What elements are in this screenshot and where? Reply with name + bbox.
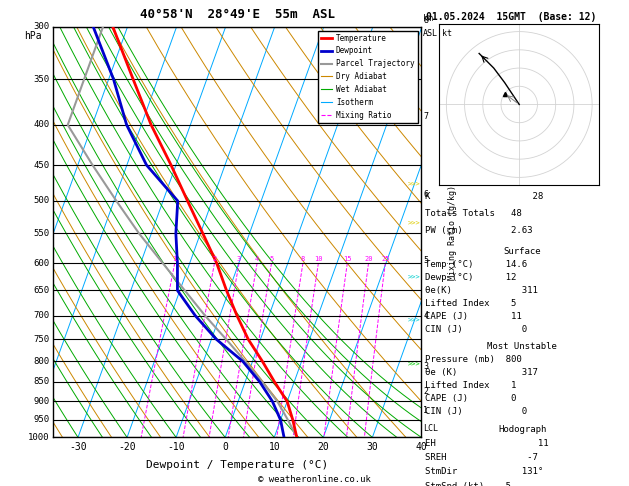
Text: CIN (J)           0: CIN (J) 0 [425,407,527,417]
Text: CIN (J)           0: CIN (J) 0 [425,325,527,334]
Text: >>>: >>> [408,362,420,367]
Text: θe(K)             311: θe(K) 311 [425,286,538,295]
Text: 20: 20 [364,256,373,262]
Text: 25: 25 [381,256,389,262]
Text: 6: 6 [423,190,428,199]
Text: 300: 300 [34,22,50,31]
Text: 1: 1 [172,256,177,262]
Text: StmDir            131°: StmDir 131° [425,468,543,476]
Text: 5: 5 [423,256,428,265]
Text: >>>: >>> [408,182,420,188]
Text: -30: -30 [69,442,87,452]
Text: 40°58'N  28°49'E  55m  ASL: 40°58'N 28°49'E 55m ASL [140,8,335,20]
Text: kt: kt [442,29,452,38]
Text: 1: 1 [423,406,428,416]
Text: 15: 15 [343,256,352,262]
Text: θe (K)            317: θe (K) 317 [425,368,538,377]
Text: Totals Totals   48: Totals Totals 48 [425,209,522,218]
Text: -20: -20 [118,442,136,452]
Text: 4: 4 [423,311,428,320]
Text: 500: 500 [34,196,50,206]
Text: -10: -10 [167,442,185,452]
Text: 8: 8 [301,256,305,262]
Text: 950: 950 [34,416,50,424]
Text: 01.05.2024  15GMT  (Base: 12): 01.05.2024 15GMT (Base: 12) [426,12,597,22]
Text: Dewpoint / Temperature (°C): Dewpoint / Temperature (°C) [147,460,328,470]
Text: LCL: LCL [423,424,438,433]
Text: 5: 5 [269,256,274,262]
Text: 2: 2 [423,387,428,397]
Text: 4: 4 [255,256,259,262]
Text: 800: 800 [34,357,50,366]
Text: 700: 700 [34,311,50,320]
Text: Lifted Index    5: Lifted Index 5 [425,299,516,308]
Text: 750: 750 [34,335,50,344]
Text: 0: 0 [222,442,228,452]
Text: Pressure (mb)  800: Pressure (mb) 800 [425,355,522,364]
Text: 350: 350 [34,75,50,84]
Text: 400: 400 [34,121,50,129]
Text: 10: 10 [314,256,323,262]
Text: 850: 850 [34,378,50,386]
Text: 10: 10 [269,442,280,452]
Text: >>>: >>> [408,318,420,324]
Text: 7: 7 [423,112,428,121]
Text: Most Unstable: Most Unstable [487,342,557,351]
Text: km: km [423,14,433,23]
Text: © weatheronline.co.uk: © weatheronline.co.uk [258,474,371,484]
Text: 8: 8 [423,17,428,25]
Text: Mixing Ratio (g/kg): Mixing Ratio (g/kg) [448,185,457,279]
Text: Temp (°C)      14.6: Temp (°C) 14.6 [425,260,527,269]
Text: Lifted Index    1: Lifted Index 1 [425,381,516,390]
Text: 20: 20 [318,442,329,452]
Text: 1000: 1000 [28,433,50,442]
Text: EH                   11: EH 11 [425,439,548,448]
Text: 450: 450 [34,160,50,170]
Text: CAPE (J)        11: CAPE (J) 11 [425,312,522,321]
Text: 900: 900 [34,397,50,406]
Text: >>>: >>> [408,221,420,226]
Text: K                   28: K 28 [425,192,543,201]
Text: StmSpd (kt)    5: StmSpd (kt) 5 [425,482,511,486]
Text: 550: 550 [34,229,50,238]
Text: PW (cm)         2.63: PW (cm) 2.63 [425,226,533,235]
Legend: Temperature, Dewpoint, Parcel Trajectory, Dry Adiabat, Wet Adiabat, Isotherm, Mi: Temperature, Dewpoint, Parcel Trajectory… [318,31,418,122]
Text: Hodograph: Hodograph [498,425,546,434]
Text: Dewp (°C)      12: Dewp (°C) 12 [425,273,516,282]
Text: SREH               -7: SREH -7 [425,453,538,462]
Text: 650: 650 [34,286,50,295]
Text: 3: 3 [237,256,241,262]
Text: Surface: Surface [503,247,541,256]
Text: CAPE (J)        0: CAPE (J) 0 [425,394,516,403]
Text: 40: 40 [416,442,427,452]
Text: ASL: ASL [423,29,438,38]
Text: 30: 30 [367,442,378,452]
Text: >>>: >>> [408,274,420,280]
Text: 2: 2 [213,256,216,262]
Text: hPa: hPa [25,31,42,41]
Text: 600: 600 [34,259,50,268]
Text: 3: 3 [423,362,428,371]
